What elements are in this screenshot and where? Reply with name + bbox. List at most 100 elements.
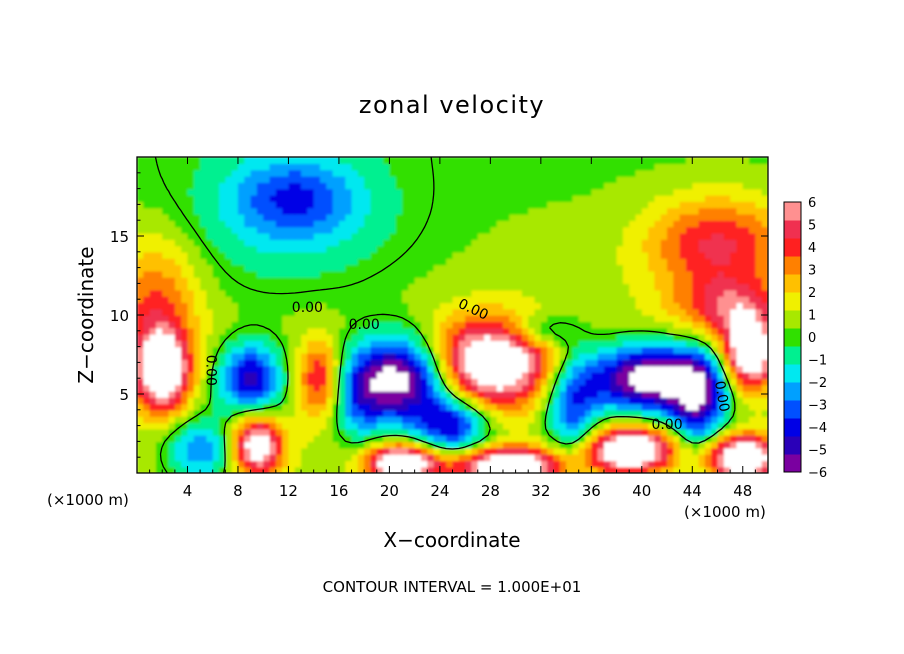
heatmap-cell [484, 315, 492, 323]
heatmap-cell [319, 447, 327, 455]
heatmap-cell [206, 182, 214, 190]
heatmap-cell [685, 422, 693, 430]
heatmap-cell [420, 416, 428, 424]
heatmap-cell [231, 333, 239, 341]
heatmap-cell [420, 239, 428, 247]
heatmap-cell [749, 371, 757, 379]
heatmap-cell [566, 163, 574, 171]
heatmap-cell [143, 359, 151, 367]
heatmap-cell [540, 422, 548, 430]
heatmap-cell [730, 226, 738, 234]
heatmap-cell [502, 245, 510, 253]
heatmap-cell [269, 460, 277, 468]
heatmap-cell [307, 327, 315, 335]
heatmap-cell [553, 296, 561, 304]
heatmap-cell [181, 232, 189, 240]
heatmap-cell [648, 447, 656, 455]
heatmap-cell [603, 270, 611, 278]
heatmap-cell [534, 277, 542, 285]
heatmap-cell [275, 340, 283, 348]
heatmap-cell [332, 352, 340, 360]
heatmap-cell [635, 157, 643, 165]
heatmap-cell [168, 321, 176, 329]
heatmap-cell [174, 308, 182, 316]
heatmap-cell [402, 194, 410, 202]
heatmap-cell [370, 258, 378, 266]
heatmap-cell [660, 245, 668, 253]
heatmap-cell [648, 251, 656, 259]
heatmap-cell [711, 333, 719, 341]
heatmap-cell [332, 308, 340, 316]
heatmap-cell [477, 188, 485, 196]
heatmap-cell [692, 157, 700, 165]
heatmap-cell [338, 289, 346, 297]
heatmap-cell [742, 239, 750, 247]
heatmap-cell [711, 384, 719, 392]
heatmap-cell [585, 352, 593, 360]
heatmap-cell [471, 226, 479, 234]
heatmap-cell [616, 245, 624, 253]
heatmap-cell [149, 308, 157, 316]
heatmap-cell [193, 315, 201, 323]
heatmap-cell [761, 169, 768, 177]
heatmap-cell [143, 454, 151, 462]
heatmap-cell [704, 454, 712, 462]
heatmap-cell [648, 346, 656, 354]
heatmap-cell [730, 251, 738, 259]
heatmap-cell [755, 207, 763, 215]
heatmap-cell [250, 296, 258, 304]
heatmap-cell [629, 390, 637, 398]
heatmap-cell [395, 258, 403, 266]
heatmap-cell [673, 378, 681, 386]
heatmap-cell [749, 289, 757, 297]
heatmap-cell [269, 308, 277, 316]
heatmap-cell [629, 340, 637, 348]
heatmap-cell [515, 454, 523, 462]
heatmap-cell [603, 251, 611, 259]
heatmap-cell [616, 460, 624, 468]
heatmap-cell [648, 289, 656, 297]
heatmap-cell [345, 340, 353, 348]
heatmap-cell [521, 416, 529, 424]
heatmap-cell [711, 308, 719, 316]
heatmap-cell [263, 428, 271, 436]
heatmap-cell [364, 315, 372, 323]
heatmap-cell [452, 264, 460, 272]
heatmap-cell [685, 251, 693, 259]
heatmap-cell [496, 302, 504, 310]
heatmap-cell [250, 232, 258, 240]
heatmap-cell [471, 460, 479, 468]
heatmap-cell [326, 175, 334, 183]
heatmap-cell [654, 251, 662, 259]
heatmap-cell [244, 207, 252, 215]
heatmap-cell [515, 220, 523, 228]
heatmap-cell [155, 460, 163, 468]
heatmap-cell [528, 308, 536, 316]
heatmap-cell [553, 447, 561, 455]
heatmap-cell [528, 239, 536, 247]
heatmap-cell [294, 163, 302, 171]
heatmap-cell [585, 346, 593, 354]
heatmap-cell [673, 422, 681, 430]
heatmap-cell [351, 163, 359, 171]
heatmap-cell [603, 245, 611, 253]
heatmap-cell [654, 302, 662, 310]
heatmap-cell [540, 188, 548, 196]
heatmap-cell [193, 163, 201, 171]
heatmap-cell [496, 251, 504, 259]
heatmap-cell [149, 251, 157, 259]
heatmap-cell [578, 346, 586, 354]
heatmap-cell [692, 321, 700, 329]
heatmap-cell [219, 359, 227, 367]
heatmap-cell [528, 352, 536, 360]
heatmap-cell [193, 359, 201, 367]
heatmap-cell [250, 352, 258, 360]
heatmap-cell [389, 182, 397, 190]
heatmap-cell [629, 258, 637, 266]
heatmap-cell [427, 371, 435, 379]
heatmap-cell [749, 296, 757, 304]
heatmap-cell [515, 447, 523, 455]
heatmap-cell [256, 213, 264, 221]
heatmap-cell [761, 447, 768, 455]
heatmap-cell [610, 239, 618, 247]
